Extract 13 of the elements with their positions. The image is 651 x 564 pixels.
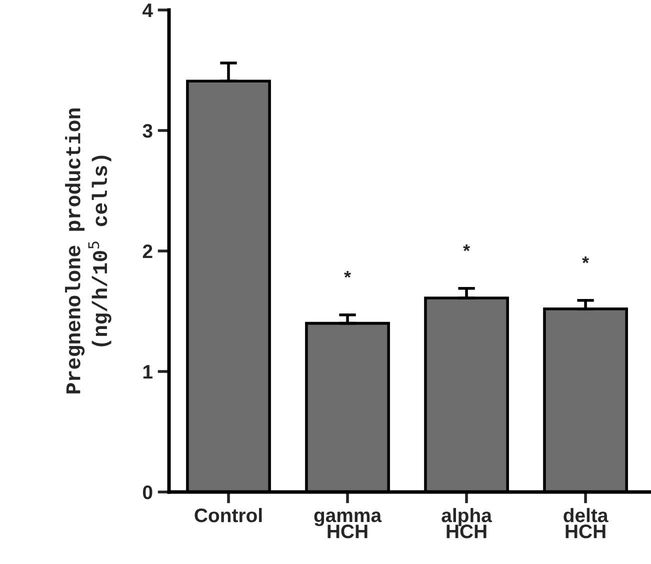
y-axis-title: Pregnenolone production (ng/h/10$^{5}$ cells): [65, 108, 112, 394]
annotation: *: [582, 256, 590, 264]
x-tick-label: alpha HCH: [442, 508, 492, 538]
x-tick-label: Control: [194, 508, 262, 522]
x-tick-label: delta HCH: [564, 508, 608, 538]
y-tick-label: 3: [142, 124, 152, 138]
x-tick-label: gamma HCH: [314, 512, 382, 538]
annotation: *: [463, 244, 470, 252]
y-tick-label: 1: [143, 365, 152, 379]
y-tick-label: 4: [142, 4, 153, 18]
y-tick-label: 0: [142, 485, 152, 500]
annotation: *: [344, 270, 352, 278]
y-tick-label: 2: [142, 244, 152, 258]
